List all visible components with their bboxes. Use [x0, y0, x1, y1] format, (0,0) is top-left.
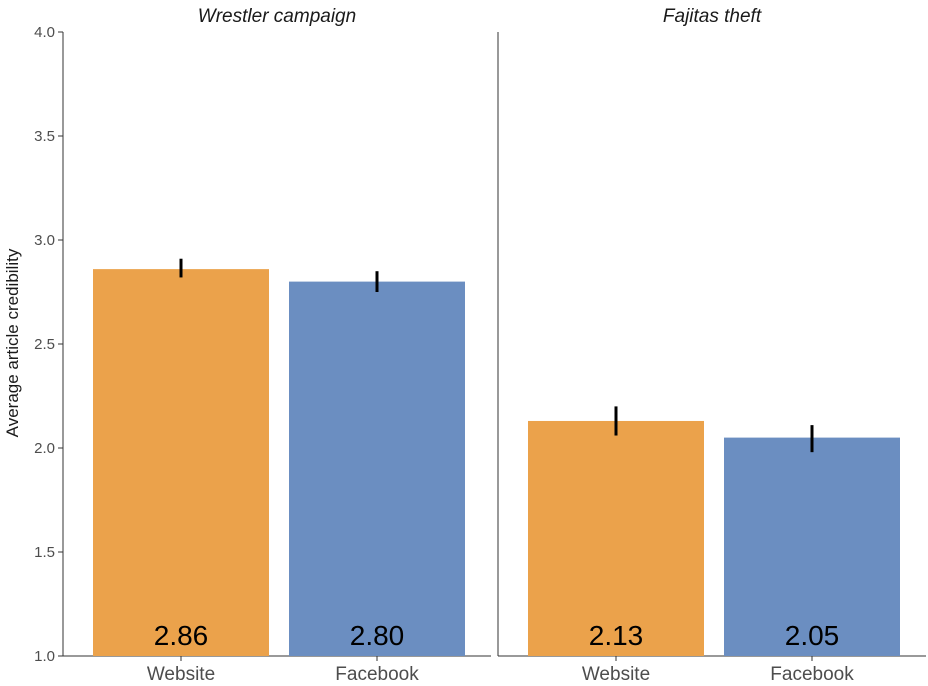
y-tick-label: 4.0 — [34, 24, 55, 41]
data-label: 2.13 — [589, 620, 644, 651]
y-tick-label: 2.0 — [34, 440, 55, 457]
y-tick-label: 2.5 — [34, 336, 55, 353]
y-tick-label: 1.0 — [34, 648, 55, 665]
y-tick-label: 3.5 — [34, 128, 55, 145]
data-label: 2.86 — [154, 620, 209, 651]
panel-title: Fajitas theft — [663, 6, 762, 27]
data-label: 2.05 — [785, 620, 840, 651]
x-tick-label: Website — [147, 664, 215, 685]
x-tick-label: Website — [582, 664, 650, 685]
bar — [724, 437, 900, 656]
bar — [528, 420, 704, 656]
bar — [289, 281, 465, 656]
panel-title: Wrestler campaign — [198, 6, 356, 27]
y-tick-label: 3.0 — [34, 232, 55, 249]
x-tick-label: Facebook — [770, 664, 854, 685]
y-axis-title: Average article credibility — [3, 248, 22, 437]
bar — [93, 269, 269, 656]
data-label: 2.80 — [350, 620, 405, 651]
x-tick-label: Facebook — [335, 664, 419, 685]
y-tick-label: 1.5 — [34, 544, 55, 561]
